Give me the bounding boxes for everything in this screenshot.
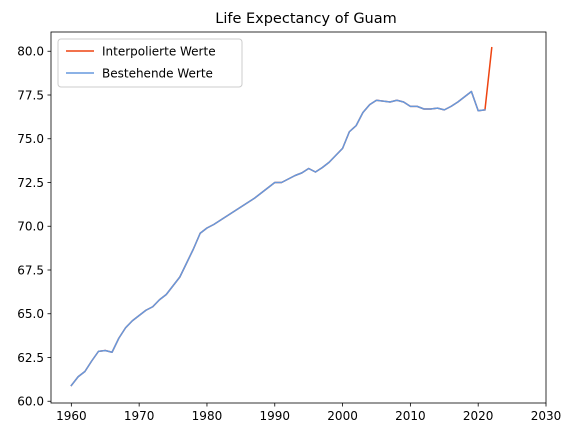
x-tick-label: 2000 (327, 409, 358, 423)
legend: Interpolierte Werte Bestehende Werte (57, 38, 243, 88)
y-tick-label: 70.0 (17, 220, 44, 234)
legend-label-existing: Bestehende Werte (102, 66, 213, 80)
x-tick-label: 1970 (124, 409, 155, 423)
y-tick-label: 72.5 (17, 176, 44, 190)
axes: 1960 1970 1980 1990 2000 2010 2020 2030 60.0 62.5… (17, 31, 562, 423)
plot-area (70, 46, 493, 387)
y-tick-label: 60.0 (17, 395, 44, 409)
x-tick-label: 1960 (56, 409, 87, 423)
y-tick-label: 65.0 (17, 307, 44, 321)
legend-label-interpolated: Interpolierte Werte (102, 44, 216, 58)
x-tick-label: 2010 (395, 409, 426, 423)
x-tick-label: 1990 (259, 409, 290, 423)
series-line-existing (70, 90, 486, 387)
x-tick-label: 2030 (531, 409, 562, 423)
y-tick-label: 77.5 (17, 88, 44, 102)
y-tick-label: 75.0 (17, 132, 44, 146)
x-tick-label: 2020 (463, 409, 494, 423)
chart-title: Life Expectancy of Guam (215, 11, 397, 27)
y-tick-label: 67.5 (17, 263, 44, 277)
legend-box (57, 38, 243, 88)
y-tick-label: 62.5 (17, 351, 44, 365)
axes-frame (50, 31, 547, 404)
x-tick-label: 1980 (192, 409, 223, 423)
y-tick-label: 80.0 (17, 45, 44, 59)
